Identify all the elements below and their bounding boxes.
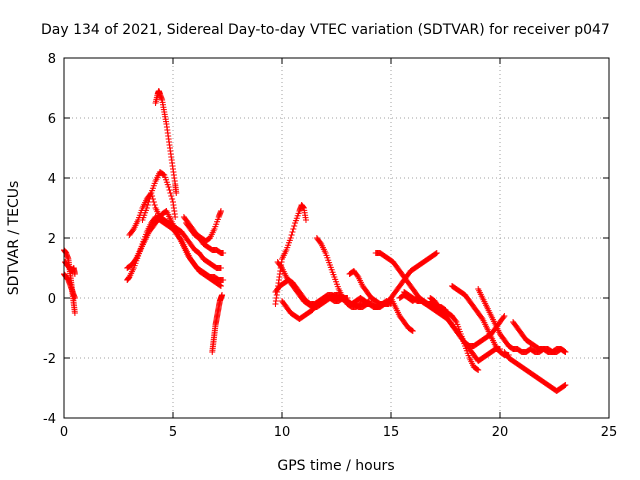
- series-arc15: [279, 295, 351, 322]
- data-point: [143, 205, 150, 211]
- y-tick-label: -4: [43, 412, 56, 427]
- x-tick-label: 0: [60, 425, 68, 440]
- data-point: [71, 310, 78, 316]
- data-point: [365, 298, 372, 305]
- series-arc8: [152, 88, 180, 196]
- series-arc12: [272, 202, 309, 307]
- series-arc10: [183, 220, 227, 256]
- data-point: [146, 196, 153, 202]
- data-point: [475, 367, 482, 373]
- x-tick-label: 5: [169, 425, 177, 440]
- data-point: [172, 214, 179, 220]
- y-tick-label: 0: [48, 292, 56, 307]
- series-arc26: [510, 319, 569, 355]
- data-point: [217, 282, 224, 289]
- y-axis-label: SDTVAR / TECUs: [6, 181, 22, 296]
- y-tick-label: 4: [48, 172, 56, 187]
- data-point: [561, 348, 568, 355]
- data-point: [409, 328, 416, 334]
- data-point: [291, 223, 298, 229]
- data-point: [71, 295, 78, 301]
- data-point: [474, 366, 481, 373]
- data-point: [219, 292, 226, 298]
- data-point: [71, 271, 78, 277]
- data-point: [166, 187, 173, 193]
- y-tick-label: 6: [48, 112, 56, 127]
- data-point: [561, 382, 568, 389]
- data-point: [169, 196, 176, 202]
- data-point: [408, 327, 415, 334]
- data-point: [287, 235, 294, 241]
- data-point: [145, 199, 152, 205]
- data-point: [562, 349, 569, 355]
- y-tick-label: 8: [48, 52, 56, 67]
- data-point: [150, 199, 157, 205]
- data-point: [220, 250, 227, 256]
- data-point: [452, 317, 459, 324]
- data-point: [165, 184, 172, 190]
- series-arc11: [209, 292, 226, 355]
- data-point: [289, 229, 296, 235]
- data-point: [220, 277, 227, 283]
- data-point: [290, 226, 297, 232]
- series-arc23: [449, 283, 512, 358]
- series-arc17: [346, 250, 440, 307]
- series-arc7: [139, 169, 179, 223]
- data-point: [432, 250, 439, 257]
- data-point: [500, 314, 507, 321]
- data-points: [61, 88, 569, 394]
- x-axis-label: GPS time / hours: [277, 458, 394, 474]
- x-tick-label: 20: [492, 425, 509, 440]
- series-arc22: [427, 295, 503, 364]
- data-point: [501, 313, 508, 319]
- data-point: [168, 193, 175, 199]
- x-tick-label: 15: [383, 425, 400, 440]
- y-tick-label: 2: [48, 232, 56, 247]
- plot-frame: [63, 57, 610, 419]
- x-tick-label: 10: [274, 425, 291, 440]
- data-point: [167, 190, 174, 196]
- data-point: [288, 232, 295, 238]
- series-arc25: [501, 349, 569, 394]
- data-point: [147, 193, 154, 199]
- series-arc3: [61, 271, 78, 301]
- data-point: [144, 202, 151, 208]
- chart-title: Day 134 of 2021, Sidereal Day-to-day VTE…: [41, 22, 610, 38]
- data-point: [562, 382, 569, 388]
- series-arc2: [62, 259, 78, 277]
- axis-ticks: 0 5 10 15 20 25 -4 -2 0 2 4 6 8: [43, 52, 617, 440]
- data-point: [217, 283, 224, 289]
- series-arc24: [475, 286, 569, 355]
- series-arc19: [388, 295, 416, 334]
- series-arc16: [313, 235, 373, 310]
- data-point: [173, 190, 180, 196]
- data-point: [217, 265, 224, 271]
- y-tick-label: -2: [43, 352, 56, 367]
- data-point: [217, 208, 224, 214]
- data-point: [151, 202, 158, 208]
- data-point: [302, 217, 309, 223]
- x-tick-label: 25: [601, 425, 618, 440]
- data-point: [433, 250, 440, 256]
